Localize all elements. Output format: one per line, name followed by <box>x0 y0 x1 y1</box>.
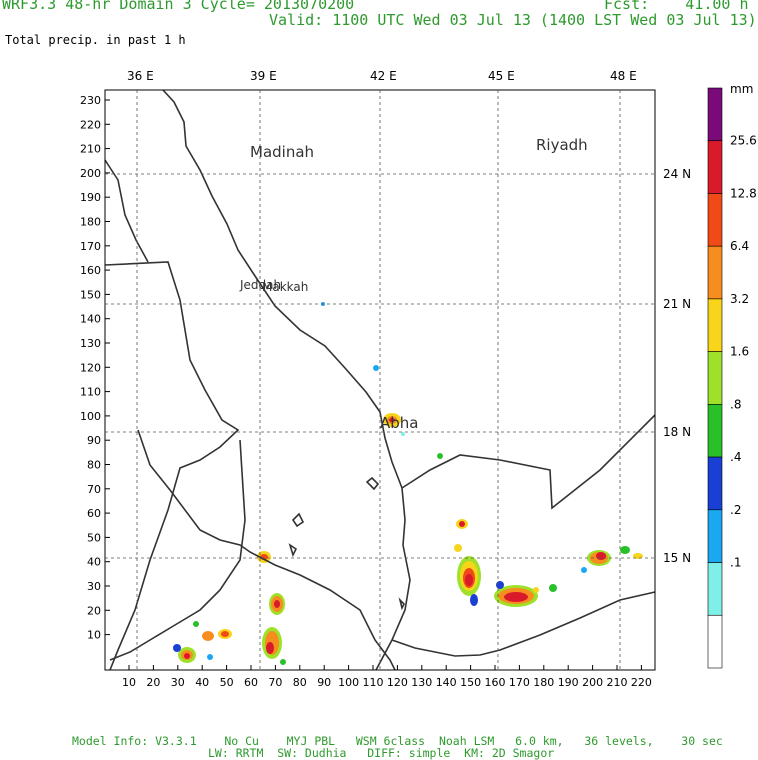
x-tick-label: 20 <box>146 676 160 689</box>
legend-swatch <box>707 456 723 511</box>
x-tick-label: 120 <box>387 676 408 689</box>
y-tick-label: 60 <box>87 507 101 520</box>
precip-cells <box>173 302 643 665</box>
y-tick-label: 120 <box>80 361 101 374</box>
x-tick-label: 100 <box>338 676 359 689</box>
y-tick-label: 40 <box>87 556 101 569</box>
lon-label: 45 E <box>488 69 515 83</box>
y-tick-label: 10 <box>87 629 101 642</box>
y-tick-label: 230 <box>80 94 101 107</box>
lon-label: 42 E <box>370 69 397 83</box>
city-abha: Abha <box>380 414 418 432</box>
x-tick-label: 200 <box>582 676 603 689</box>
model-info-line2: LW: RRTM SW: Dudhia DIFF: simple KM: 2D … <box>208 746 555 760</box>
y-tick-label: 100 <box>80 410 101 423</box>
x-tick-label: 110 <box>363 676 384 689</box>
city-makkah: Makkah <box>262 280 308 294</box>
lon-label: 48 E <box>610 69 637 83</box>
y-tick-label: 80 <box>87 459 101 472</box>
x-tick-label: 90 <box>317 676 331 689</box>
x-tick-label: 10 <box>122 676 136 689</box>
valid-time: Valid: 1100 UTC Wed 03 Jul 13 (1400 LST … <box>269 11 757 29</box>
city-madinah: Madinah <box>250 143 314 161</box>
legend-unit: mm <box>730 82 753 96</box>
x-tick-label: 220 <box>631 676 652 689</box>
y-tick-label: 220 <box>80 118 101 131</box>
legend-swatch <box>707 562 723 616</box>
legend-swatch <box>707 614 723 669</box>
lat-label: 18 N <box>663 425 691 439</box>
x-tick-label: 140 <box>436 676 457 689</box>
lon-label: 39 E <box>250 69 277 83</box>
y-tick-label: 210 <box>80 143 101 156</box>
y-tick-label: 20 <box>87 604 101 617</box>
y-tick-label: 190 <box>80 191 101 204</box>
x-tick-label: 170 <box>509 676 530 689</box>
x-tick-label: 60 <box>244 676 258 689</box>
y-tick-label: 50 <box>87 531 101 544</box>
x-tick-label: 50 <box>220 676 234 689</box>
x-tick-label: 210 <box>607 676 628 689</box>
legend-label: 6.4 <box>730 239 749 253</box>
city-riyadh: Riyadh <box>536 136 588 154</box>
precip-map: 36 E 39 E 42 E 45 E 48 E 24 N 21 N 18 N 15 N 230 2… <box>80 69 757 689</box>
y-tick-label: 110 <box>80 386 101 399</box>
legend-swatch <box>707 351 723 405</box>
legend-label: .8 <box>730 397 741 411</box>
x-tick-label: 40 <box>195 676 209 689</box>
x-tick-label: 150 <box>460 676 481 689</box>
legend-label: 3.2 <box>730 292 749 306</box>
y-tick-label: 130 <box>80 337 101 350</box>
y-tick-label: 150 <box>80 288 101 301</box>
y-tick-label: 170 <box>80 240 101 253</box>
legend-swatch <box>707 140 723 194</box>
legend-label: 12.8 <box>730 186 757 200</box>
lat-label: 21 N <box>663 297 691 311</box>
legend-swatch <box>707 193 723 247</box>
legend-swatch <box>707 298 723 352</box>
legend-label: 1.6 <box>730 345 749 359</box>
y-tick-label: 180 <box>80 216 101 229</box>
legend-label: 25.6 <box>730 134 757 148</box>
lon-label: 36 E <box>127 69 154 83</box>
x-tick-label: 130 <box>411 676 432 689</box>
legend-label: .2 <box>730 503 741 517</box>
y-tick-label: 30 <box>87 580 101 593</box>
x-tick-label: 160 <box>485 676 506 689</box>
x-tick-label: 190 <box>558 676 579 689</box>
field-subtitle: Total precip. in past 1 h <box>5 33 186 47</box>
legend-swatch <box>707 245 723 300</box>
city-jeddah: Jeddah <box>239 278 281 292</box>
legend-swatch <box>707 509 723 563</box>
x-tick-label: 180 <box>533 676 554 689</box>
model-title: WRF3.3 48-hr Domain 3 Cycle= 2013070200 <box>2 0 355 13</box>
coastline-and-borders <box>104 89 656 671</box>
y-tick-label: 200 <box>80 167 101 180</box>
model-info-line1: Model Info: V3.3.1 No Cu MYJ PBL WSM 6cl… <box>72 734 723 748</box>
legend-label: .1 <box>730 556 741 570</box>
legend-swatch <box>707 87 723 142</box>
lat-label: 15 N <box>663 551 691 565</box>
forecast-hour: Fcst: 41.00 h <box>604 0 749 13</box>
lat-label: 24 N <box>663 167 691 181</box>
y-tick-label: 160 <box>80 264 101 277</box>
x-tick-label: 30 <box>171 676 185 689</box>
legend-swatch <box>707 404 723 458</box>
y-tick-label: 140 <box>80 313 101 326</box>
y-tick-label: 90 <box>87 434 101 447</box>
x-tick-label: 80 <box>293 676 307 689</box>
x-tick-label: 70 <box>268 676 282 689</box>
y-tick-label: 70 <box>87 483 101 496</box>
legend-label: .4 <box>730 450 741 464</box>
